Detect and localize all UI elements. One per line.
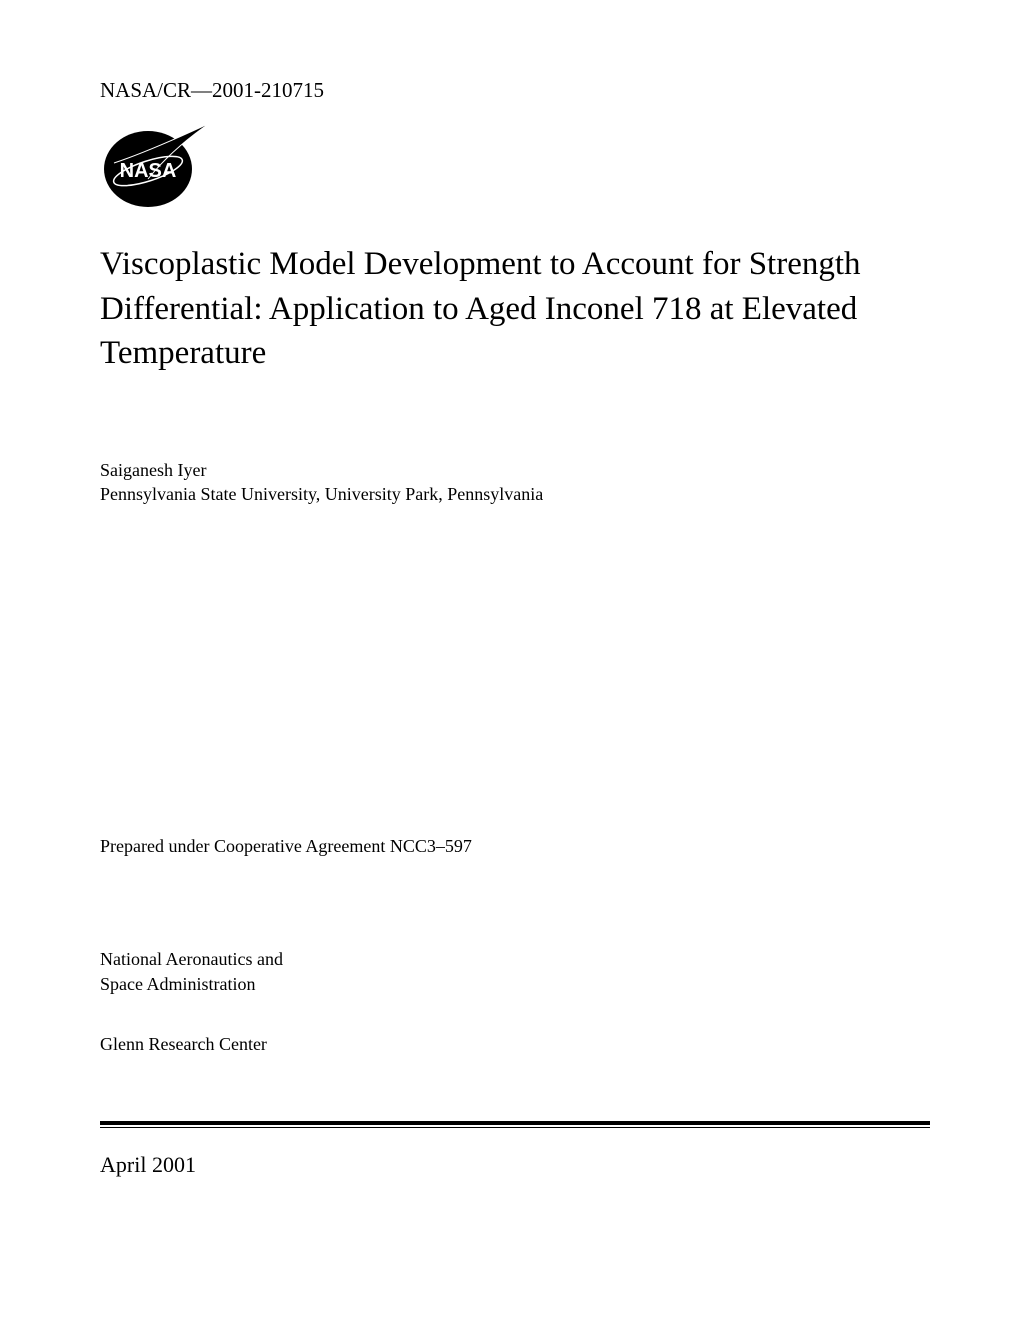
author-block: Saiganesh Iyer Pennsylvania State Univer…	[100, 458, 930, 507]
author-affiliation: Pennsylvania State University, Universit…	[100, 482, 930, 506]
organization-line2: Space Administration	[100, 972, 930, 996]
nasa-logo-container: NASA	[100, 119, 930, 212]
svg-text:NASA: NASA	[120, 160, 177, 182]
organization-block: National Aeronautics and Space Administr…	[100, 947, 930, 996]
document-title: Viscoplastic Model Development to Accoun…	[100, 242, 930, 376]
report-number: NASA/CR—2001-210715	[100, 78, 930, 103]
divider-rule	[100, 1121, 930, 1128]
rule-thin	[100, 1127, 930, 1128]
nasa-logo-icon: NASA	[100, 119, 210, 207]
research-center: Glenn Research Center	[100, 1034, 930, 1055]
organization-line1: National Aeronautics and	[100, 947, 930, 971]
author-name: Saiganesh Iyer	[100, 458, 930, 482]
rule-thick	[100, 1121, 930, 1125]
publication-date: April 2001	[100, 1152, 930, 1178]
agreement-line: Prepared under Cooperative Agreement NCC…	[100, 836, 930, 857]
